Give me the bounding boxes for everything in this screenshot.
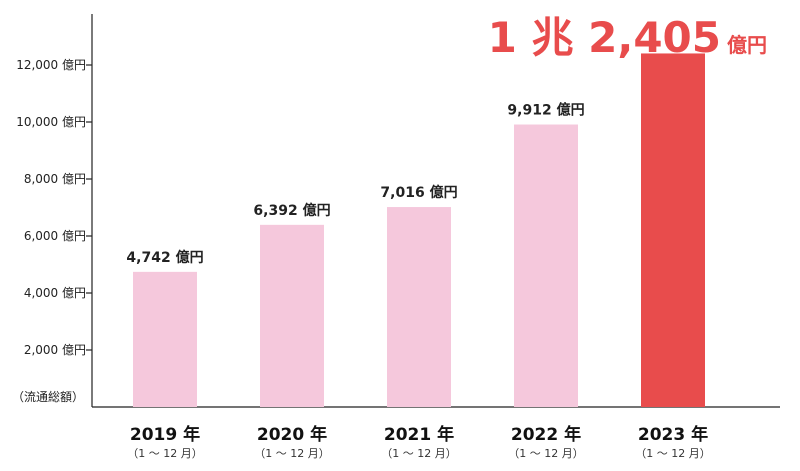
y-tick-label: 2,000 億円 [24, 343, 86, 357]
x-category-sublabel: （1 ～ 12 月） [635, 447, 711, 460]
bar-value-label: 7,016 億円 [380, 184, 457, 201]
y-tick-label: 8,000 億円 [24, 172, 86, 186]
x-category-label: 2021 年 [384, 424, 454, 445]
highlight-unit: 億円 [727, 33, 767, 57]
y-tick-label: 6,000 億円 [24, 229, 86, 243]
x-category-sublabel: （1 ～ 12 月） [254, 447, 330, 460]
bar [133, 271, 197, 407]
x-category-sublabel: （1 ～ 12 月） [381, 447, 457, 460]
y-axis-unit-label: （流通総額） [12, 390, 84, 404]
x-category-label: 2020 年 [257, 424, 327, 445]
highlight-value: 1 兆 2,405 [488, 13, 721, 62]
y-tick-label: 4,000 億円 [24, 286, 86, 300]
bar [641, 53, 705, 408]
y-tick-label: 12,000 億円 [16, 58, 86, 72]
x-category-label: 2023 年 [638, 424, 708, 445]
highlight-value-label: 1 兆 2,405 億円 [488, 13, 767, 62]
x-category-sublabel: （1 ～ 12 月） [508, 447, 584, 460]
x-category-sublabel: （1 ～ 12 月） [127, 447, 203, 460]
x-category-label: 2019 年 [130, 424, 200, 445]
bar [514, 124, 578, 408]
bar [387, 207, 451, 407]
bar-value-label: 9,912 億円 [507, 102, 584, 119]
bar-value-label: 4,742 億円 [126, 249, 203, 266]
x-category-label: 2022 年 [511, 424, 581, 445]
y-tick-label: 10,000 億円 [16, 115, 86, 129]
bar-value-label: 6,392 億円 [253, 202, 330, 219]
bar [260, 224, 324, 407]
